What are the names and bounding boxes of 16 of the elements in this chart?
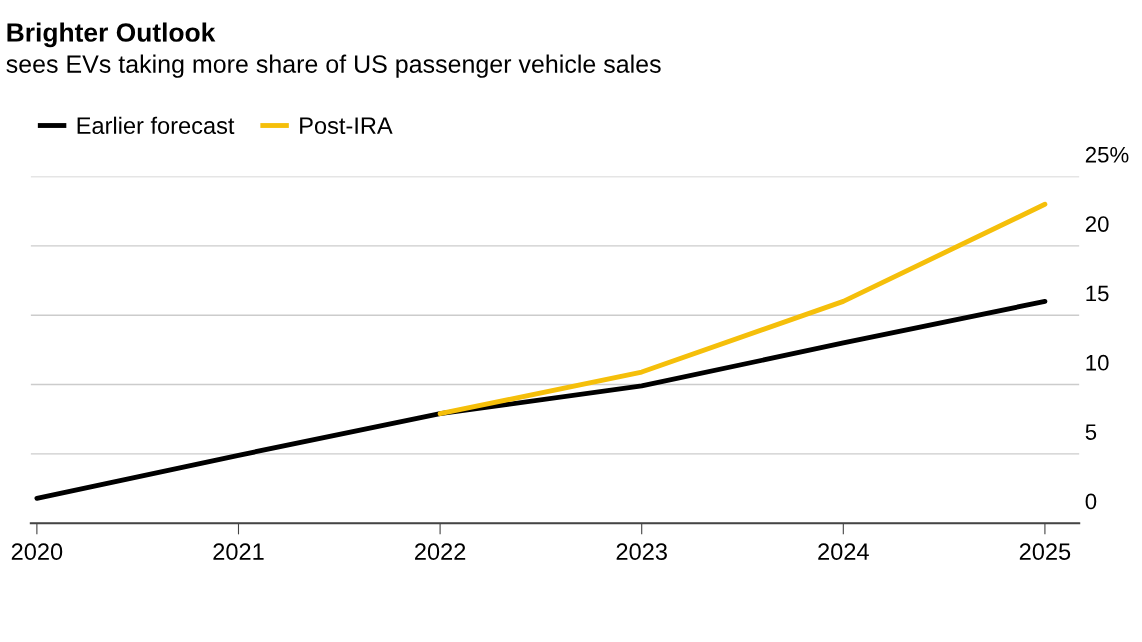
x-tick-label: 2022: [415, 543, 466, 561]
y-tick-label: 10: [1086, 354, 1109, 371]
x-tick-label: 2023: [616, 543, 667, 561]
y-tick-label: 0: [1085, 493, 1097, 510]
x-tick-label: 2024: [818, 543, 869, 561]
y-tick-label: 5: [1085, 424, 1097, 440]
y-tick-label: 25%: [1085, 146, 1129, 163]
x-tick-label: 2020: [11, 543, 63, 561]
y-tick-label: 20: [1085, 216, 1109, 232]
legend-label: Post-IRA: [300, 117, 393, 134]
x-tick-label: 2021: [213, 543, 264, 561]
chart-title: Brighter Outlook: [7, 22, 216, 48]
chart-subtitle: sees EVs taking more share of US passenger vehicle sales: [6, 54, 661, 78]
x-tick-label: 2025: [1019, 543, 1071, 561]
y-tick-label: 15: [1086, 285, 1109, 302]
legend-label: Earlier forecast: [77, 116, 235, 134]
